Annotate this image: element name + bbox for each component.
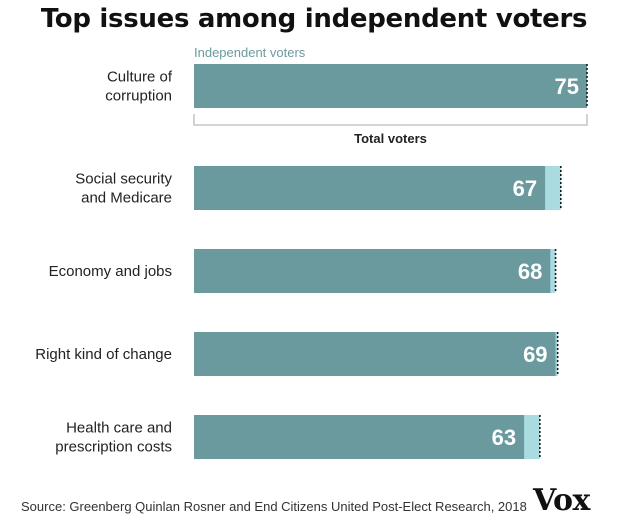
category-label: corruption (105, 88, 172, 105)
category-labels-layer: Culture of corruption Social security and M… (35, 69, 173, 456)
bars-layer: 75 67 68 69 63 (194, 64, 588, 459)
data-label: 63 (492, 425, 516, 450)
category-label: Culture of (107, 69, 173, 86)
legend-total-voters: Total voters (354, 131, 427, 146)
data-label: 69 (523, 342, 547, 367)
data-label: 68 (518, 259, 542, 284)
independent-voters-bar (194, 332, 556, 376)
chart-title: Top issues among independent voters (40, 4, 588, 34)
legend-annotations-layer: Independent voters Total voters (193, 45, 588, 146)
category-label: and Medicare (81, 190, 172, 207)
data-label: 75 (555, 74, 579, 99)
category-label: Right kind of change (35, 346, 172, 363)
independent-voters-bar (194, 166, 546, 210)
independent-voters-bar (194, 249, 551, 293)
source-note: Source: Greenberg Quinlan Rosner and End… (21, 499, 527, 514)
legend-independent-voters: Independent voters (194, 45, 306, 60)
category-label: prescription costs (55, 439, 172, 456)
independent-voters-bar (194, 415, 525, 459)
total-voters-bracket (193, 114, 588, 126)
category-label: Health care and (66, 420, 172, 437)
data-label: 67 (513, 176, 537, 201)
vox-logo: Vox (533, 483, 590, 518)
category-label: Economy and jobs (49, 263, 172, 280)
category-label: Social security (75, 171, 172, 188)
independent-voters-bar (194, 64, 587, 108)
